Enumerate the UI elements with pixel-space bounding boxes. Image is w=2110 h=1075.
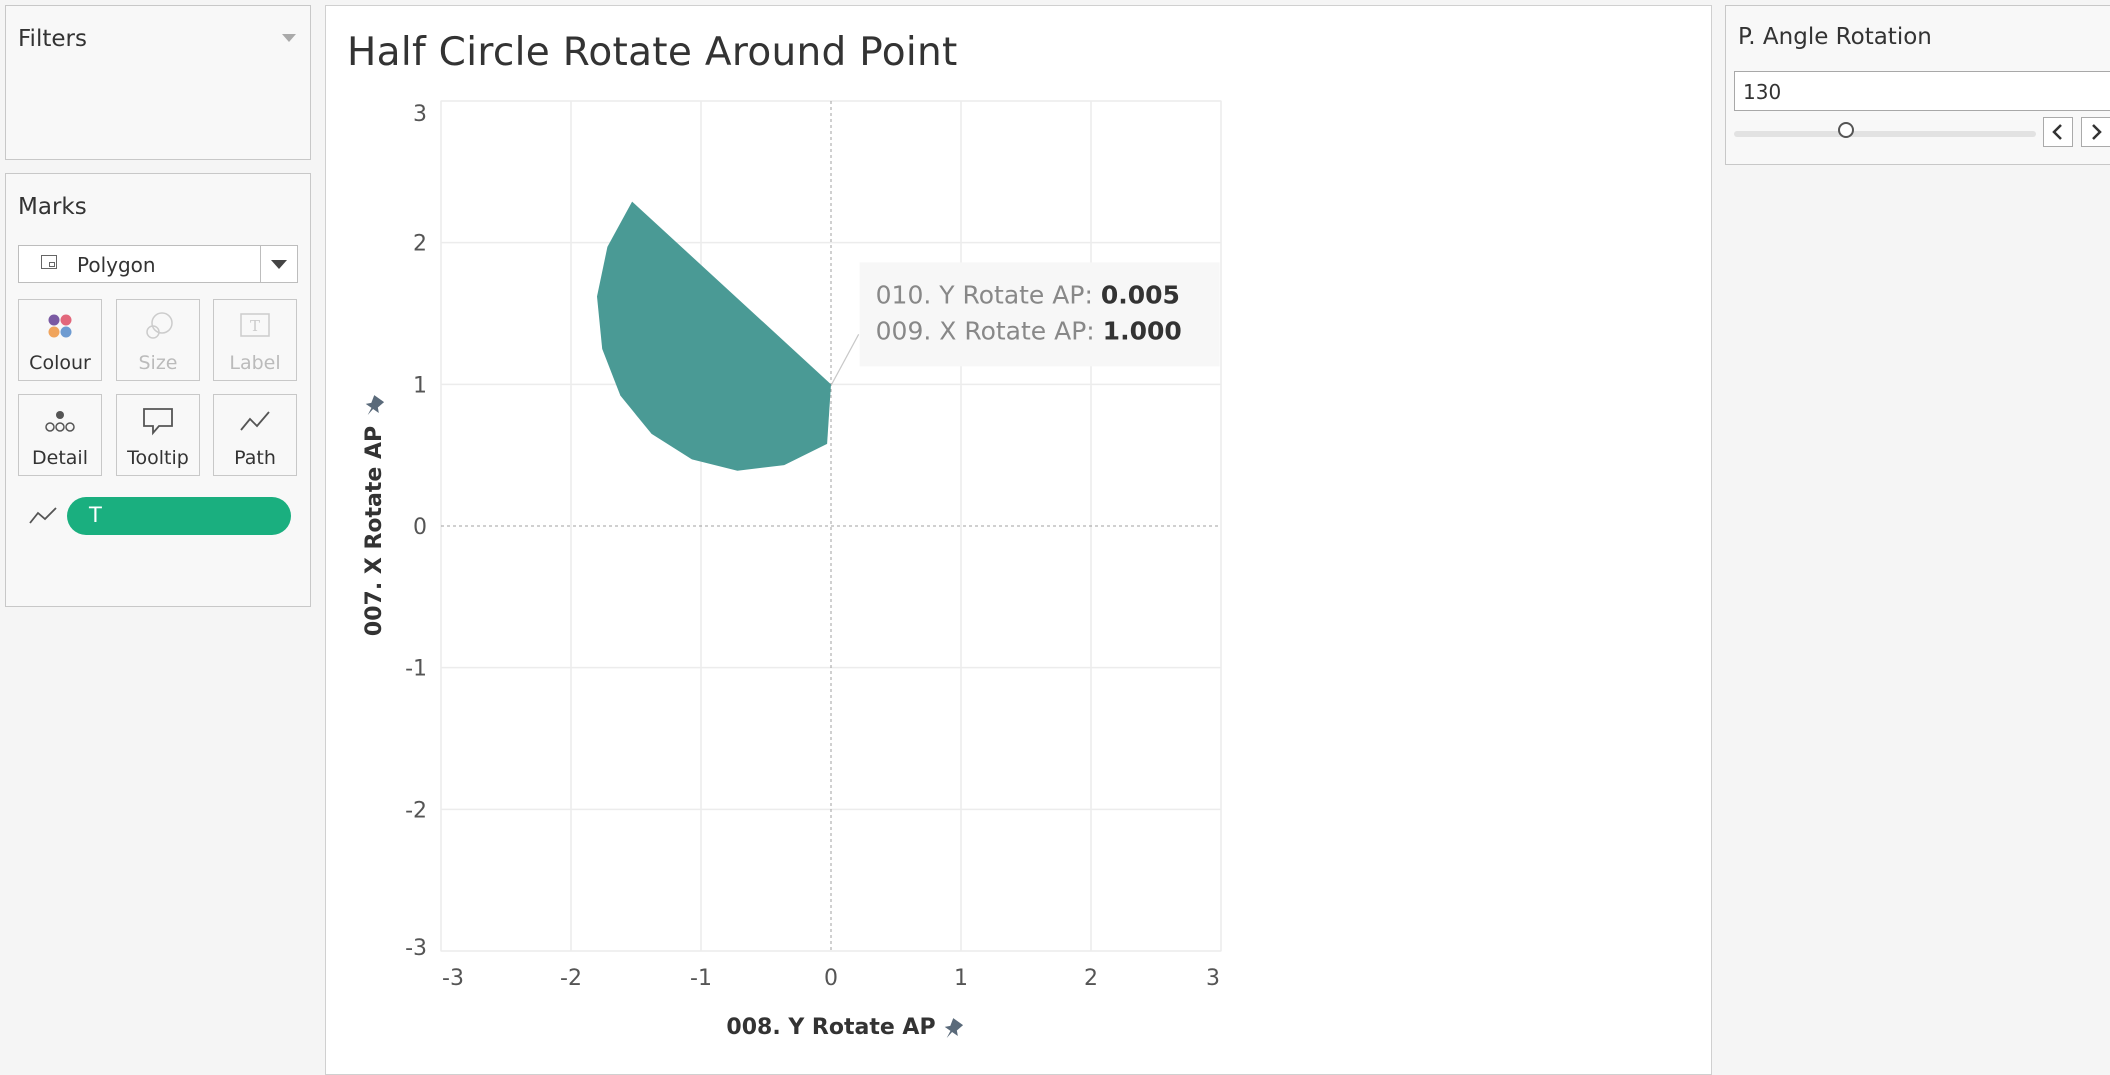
y-tick-label: -3 [405,936,427,961]
y-tick-label: -2 [405,798,427,823]
x-tick-label: 0 [824,966,838,991]
x-tick-label: 1 [954,966,968,991]
parameter-value: 130 [1743,80,1782,104]
y-tick-label: 3 [413,102,427,127]
pin-icon[interactable] [361,394,386,420]
x-tick-label: -2 [560,966,582,991]
chevron-down-icon[interactable] [282,34,296,42]
mark-type-label: Polygon [77,253,156,277]
svg-text:T: T [250,317,260,335]
path-icon [214,405,296,437]
tooltip-line-y-value: 0.005 [1101,280,1180,309]
step-forward-button[interactable] [2081,117,2110,147]
parameter-control: P. Angle Rotation 130 [1725,5,2110,165]
x-tick-label: -3 [442,966,464,991]
field-pill-label: T [89,503,102,527]
pin-icon[interactable] [940,1017,965,1043]
tooltip-line-x-value: 1.000 [1103,316,1182,345]
x-tick-label: 2 [1084,966,1098,991]
tooltip-line-x-label: 009. X Rotate AP: [876,316,1103,345]
sheet-title: Half Circle Rotate Around Point [347,30,958,75]
marks-title: Marks [18,194,87,220]
tooltip-button[interactable]: Tooltip [116,394,200,476]
label-icon: T [214,310,296,342]
detail-label: Detail [32,447,88,469]
y-tick-label: 0 [413,515,427,540]
chevron-down-icon[interactable] [271,260,287,269]
x-tick-label: -1 [690,966,712,991]
x-axis-title: 008. Y Rotate AP [726,1015,935,1040]
chart[interactable]: -3 -2 -1 0 1 2 3 3 2 1 0 -1 -2 -3 008. Y Rotate AP 007.… [326,6,1711,1074]
worksheet-view: Half Circle Rotate Around Point -3 -2 -1 0 1… [325,5,1712,1075]
detail-button[interactable]: Detail [18,394,102,476]
y-tick-label: -1 [405,657,427,682]
filters-title: Filters [18,26,87,52]
size-label: Size [138,352,178,374]
chevron-right-icon [2092,124,2102,140]
x-tick-label: 3 [1206,966,1220,991]
label-button[interactable]: T Label [213,299,297,381]
colour-label: Colour [29,352,91,374]
tooltip-label: Tooltip [127,447,189,469]
detail-icon [19,405,101,437]
polygon-icon [41,255,57,269]
field-pill[interactable]: T [67,497,291,535]
size-button[interactable]: Size [116,299,200,381]
step-back-button[interactable] [2043,117,2073,147]
parameter-slider[interactable] [1734,131,2036,137]
marks-card: Marks Polygon Colour Size T Label Detail… [5,173,311,607]
y-axis-title: 007. X Rotate AP [362,426,387,636]
path-label: Path [234,447,276,469]
y-tick-label: 1 [413,373,427,398]
path-icon [28,504,58,532]
tooltip-line-y: 010. Y Rotate AP: 0.005 [876,280,1180,309]
chevron-left-icon [2052,124,2062,140]
size-icon [117,310,199,342]
parameter-value-input[interactable]: 130 [1734,71,2110,111]
tooltip-box [859,262,1220,367]
y-tick-label: 2 [413,232,427,257]
colour-icon [19,310,101,342]
colour-button[interactable]: Colour [18,299,102,381]
tooltip-line-y-label: 010. Y Rotate AP: [876,280,1101,309]
tooltip-icon [117,405,199,437]
tooltip-leader-line [831,334,860,385]
half-circle-polygon[interactable] [597,201,831,471]
mark-type-dropdown[interactable]: Polygon [18,245,298,283]
filters-shelf[interactable]: Filters [5,5,311,160]
path-button[interactable]: Path [213,394,297,476]
dropdown-divider [260,246,261,282]
tooltip-line-x: 009. X Rotate AP: 1.000 [876,316,1182,345]
slider-handle[interactable] [1838,122,1854,138]
label-label: Label [229,352,281,374]
parameter-title: P. Angle Rotation [1738,24,1932,50]
